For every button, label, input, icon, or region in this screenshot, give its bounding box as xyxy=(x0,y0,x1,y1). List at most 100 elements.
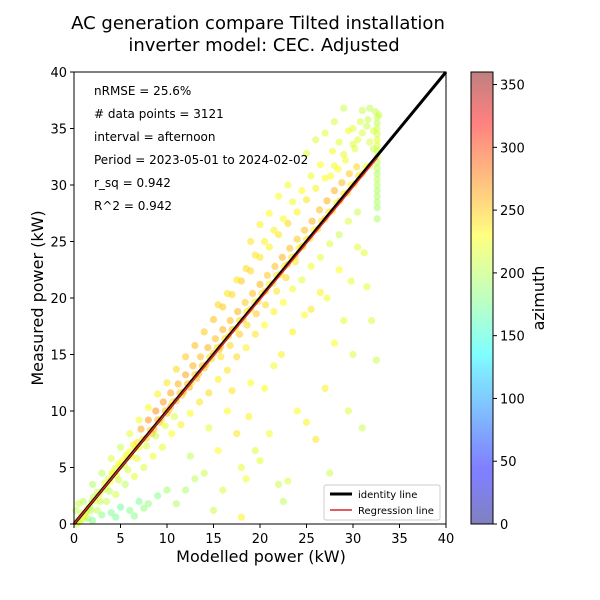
data-point xyxy=(345,170,353,178)
data-point xyxy=(312,136,320,144)
data-point xyxy=(214,301,222,309)
data-point xyxy=(167,389,175,397)
data-point xyxy=(135,497,143,505)
data-point xyxy=(335,138,343,146)
data-point xyxy=(204,344,212,352)
data-point xyxy=(223,289,231,298)
data-point xyxy=(98,511,106,519)
data-point xyxy=(182,486,190,494)
data-point xyxy=(265,209,273,217)
data-point xyxy=(277,350,285,359)
data-point xyxy=(182,353,190,361)
data-point xyxy=(121,480,129,488)
data-point xyxy=(265,430,273,438)
x-tick-label: 35 xyxy=(391,532,408,547)
data-point xyxy=(356,118,364,126)
data-point xyxy=(284,181,292,189)
data-point xyxy=(107,509,115,517)
data-point xyxy=(340,104,348,112)
data-point xyxy=(286,244,294,252)
colorbar-frame xyxy=(470,71,494,525)
data-point xyxy=(263,271,271,279)
data-point xyxy=(358,106,366,114)
colorbar-tick-label: 100 xyxy=(500,392,525,407)
colorbar-tick-label: 200 xyxy=(500,267,525,282)
fit-lines xyxy=(72,71,448,525)
data-point xyxy=(373,198,381,206)
data-point xyxy=(364,115,372,124)
data-point xyxy=(89,517,97,525)
stats-annotation: Period = 2023-05-01 to 2024-02-02 xyxy=(94,153,308,167)
data-point xyxy=(372,356,380,364)
data-point xyxy=(358,129,366,137)
data-point xyxy=(363,122,371,130)
data-point xyxy=(302,196,311,204)
data-point xyxy=(130,512,138,520)
regression-line xyxy=(73,157,378,525)
data-point xyxy=(373,136,381,144)
data-point xyxy=(347,277,355,285)
legend: identity line Regression line xyxy=(323,484,441,521)
data-point xyxy=(316,253,324,261)
colorbar-tick-label: 250 xyxy=(500,204,525,219)
x-tick-label: 30 xyxy=(345,532,362,547)
data-point xyxy=(72,506,80,514)
data-point xyxy=(245,413,253,421)
x-axis-label: Modelled power (kW) xyxy=(176,547,346,566)
data-point xyxy=(226,341,234,350)
data-point xyxy=(363,283,371,291)
data-point xyxy=(289,198,297,206)
data-point xyxy=(289,285,297,293)
data-point xyxy=(284,219,292,227)
data-point xyxy=(328,147,337,155)
data-point xyxy=(330,118,338,126)
data-point xyxy=(373,204,381,212)
data-point xyxy=(200,328,208,336)
colorbar-ticks: 0 50 100 150 200 250 300 350 xyxy=(493,79,525,533)
data-point xyxy=(217,353,225,361)
data-point xyxy=(93,506,101,514)
data-point xyxy=(172,500,180,508)
data-point xyxy=(298,276,306,284)
data-point xyxy=(126,506,134,514)
data-point xyxy=(163,486,171,494)
data-point xyxy=(105,487,113,495)
data-point xyxy=(142,442,151,450)
data-point xyxy=(270,308,278,316)
x-tick-label: 5 xyxy=(116,532,124,547)
data-point xyxy=(177,421,185,429)
data-point xyxy=(321,174,329,182)
data-point xyxy=(228,387,236,395)
data-point xyxy=(75,500,83,508)
data-point xyxy=(152,432,160,440)
data-point xyxy=(191,341,199,350)
stats-annotation: r_sq = 0.942 xyxy=(94,176,171,190)
data-point xyxy=(130,472,138,481)
data-point xyxy=(327,172,335,180)
data-point xyxy=(373,181,381,189)
data-point xyxy=(233,276,241,284)
data-point xyxy=(209,506,218,514)
data-point xyxy=(323,197,331,205)
colorbar-tick-label: 0 xyxy=(500,518,508,533)
data-point xyxy=(373,119,381,127)
x-tick-label: 20 xyxy=(252,532,269,547)
y-tick-label: 10 xyxy=(50,405,67,420)
data-point xyxy=(251,330,259,338)
data-point xyxy=(369,145,378,153)
data-point xyxy=(312,435,320,443)
data-point xyxy=(140,463,148,472)
colorbar-tick-label: 150 xyxy=(500,330,525,345)
data-point xyxy=(354,136,362,144)
data-point xyxy=(161,422,169,430)
y-tick-label: 20 xyxy=(50,292,67,307)
data-point xyxy=(261,384,269,392)
data-point xyxy=(323,294,331,302)
data-point xyxy=(172,365,180,373)
chart-title-line-1: AC generation compare Tilted installatio… xyxy=(71,13,445,34)
data-point xyxy=(168,430,176,438)
data-point xyxy=(196,353,205,361)
data-point xyxy=(315,206,324,214)
legend-regression-label: Regression line xyxy=(358,506,434,517)
